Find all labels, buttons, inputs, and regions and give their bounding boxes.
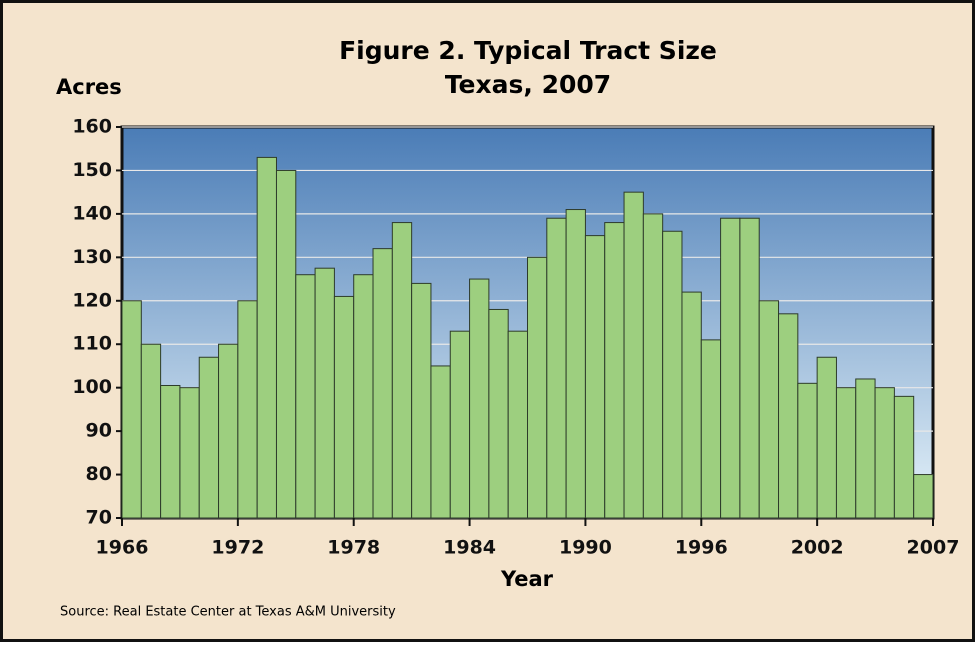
bar [855, 378, 876, 519]
bar [874, 387, 895, 519]
bar [681, 291, 702, 519]
bar [913, 474, 934, 519]
bar [160, 384, 181, 519]
bar [700, 339, 722, 519]
bar [507, 330, 529, 519]
y-tick-label: 120 [72, 289, 112, 311]
x-axis-label: Year [500, 567, 554, 591]
y-tick-label: 110 [72, 333, 112, 355]
x-tick-label: 1966 [96, 537, 149, 559]
bar [835, 387, 857, 519]
x-tick-label: 1978 [327, 537, 380, 559]
y-tick-label: 90 [86, 420, 112, 442]
bar [391, 222, 413, 519]
bar [411, 282, 432, 519]
x-tick-label: 1972 [211, 537, 264, 559]
bar [816, 356, 837, 519]
x-tick-label: 2007 [907, 537, 960, 559]
bar [565, 209, 586, 519]
x-tick-label: 2002 [791, 537, 844, 559]
y-tick-label: 130 [72, 246, 112, 268]
bar [893, 395, 915, 519]
bar [623, 191, 644, 519]
y-tick-label: 160 [72, 116, 112, 138]
bar [662, 230, 683, 519]
bar [198, 356, 220, 519]
bar [584, 235, 606, 519]
bar [179, 387, 200, 519]
y-tick-label: 70 [86, 507, 112, 529]
bar [604, 222, 625, 519]
y-tick-label: 100 [72, 376, 112, 398]
x-tick-label: 1984 [443, 537, 496, 559]
bar [546, 217, 567, 519]
bar [527, 256, 548, 519]
bar [739, 217, 760, 519]
chart-title: Figure 2. Typical Tract Size [339, 36, 717, 65]
bar [218, 343, 239, 519]
bar [237, 300, 258, 519]
bar [642, 213, 664, 519]
bar [121, 300, 142, 519]
x-tick-label: 1990 [559, 537, 612, 559]
bar [720, 217, 741, 519]
bar [797, 382, 818, 519]
y-axis-label: Acres [56, 75, 122, 99]
bar [449, 330, 471, 519]
bar [140, 343, 162, 519]
bar [778, 313, 799, 519]
bar [372, 248, 393, 519]
bar [256, 156, 277, 519]
bar [758, 300, 780, 519]
bar [333, 295, 355, 519]
bar [469, 278, 490, 519]
y-tick-label: 150 [72, 159, 112, 181]
bar [314, 267, 335, 519]
bar [275, 169, 297, 519]
bar [295, 274, 316, 519]
source-note: Source: Real Estate Center at Texas A&M … [60, 605, 396, 620]
y-tick-label: 140 [72, 202, 112, 224]
bar [488, 308, 509, 519]
x-tick-label: 1996 [675, 537, 728, 559]
bar [430, 365, 451, 519]
bar [353, 274, 374, 519]
chart-subtitle: Texas, 2007 [445, 70, 611, 99]
y-tick-label: 80 [86, 463, 112, 485]
